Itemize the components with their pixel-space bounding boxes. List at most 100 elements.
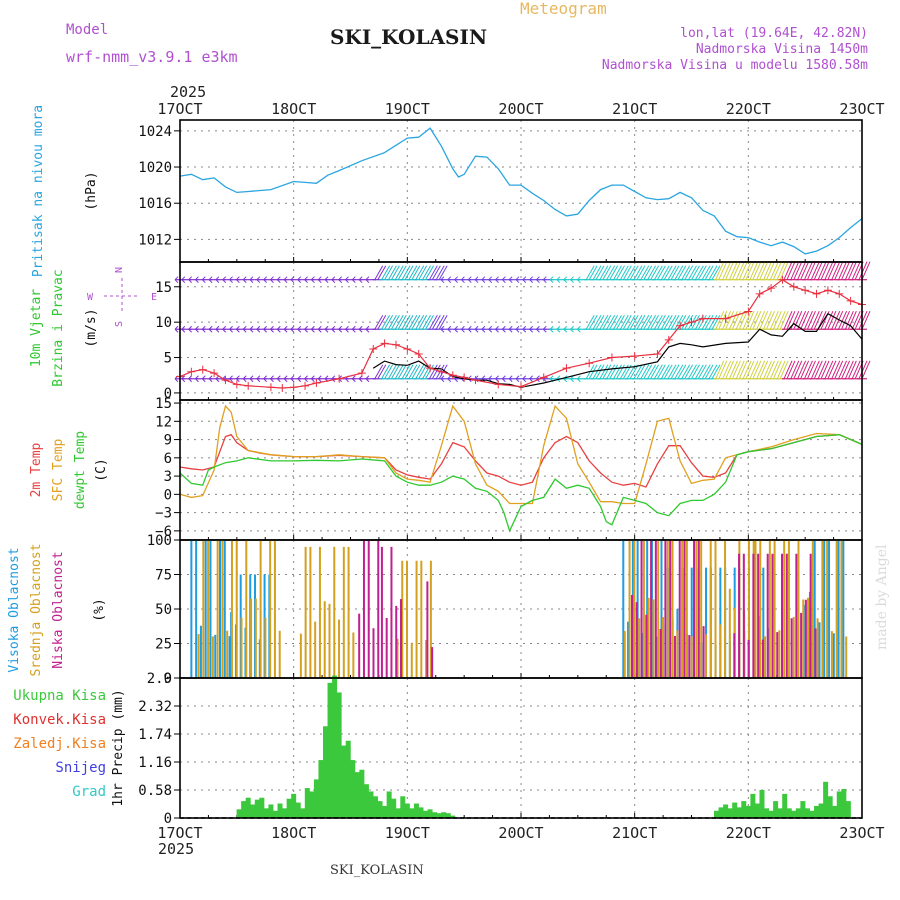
wind-barb-flag [725,360,735,379]
wind-barb-flag [766,261,775,280]
wind-barb-flag [813,261,823,280]
wind-barb-head [242,378,247,383]
wind-barb-head [290,328,295,333]
wind-barb-flag [681,265,691,280]
wind-barb-head [536,276,540,281]
wind-barb-flag [629,265,639,280]
wind-barb-head [365,375,370,380]
wind-barb-flag [384,265,394,280]
wind-barb-head [290,279,295,284]
wind-barb-flag [401,265,411,280]
wind-barb-flag [841,311,850,330]
wind-barb-head [249,276,254,281]
wind-barb-head [311,276,315,281]
wind-barb-head [276,325,281,330]
pressure-title: Pritisak na nivou mora [31,105,46,277]
wind-barb-flag [640,265,650,280]
wind-barb-flag [411,314,421,330]
wind-barb-flag [404,364,414,380]
wind-barb-head [304,328,308,333]
wind-barb-head [181,325,186,330]
wind-barb-head [174,279,179,284]
y-tick-label: 0.58 [138,783,172,799]
x-tick-top-22OCT: 22OCT [726,100,771,118]
wind-barb-flag [718,360,728,379]
wind-barb-head [195,378,199,383]
wind-barb-flag [817,261,827,280]
wind-barb-head [195,276,199,281]
wind-barb-head [338,276,343,281]
wind-barb-flag [783,261,793,280]
precip-legend-4: Grad [72,784,106,800]
wind-barb-flag [745,311,755,330]
wind-barb-head [454,328,458,333]
watermark: made by Angel [874,544,890,650]
wind-barb-head [515,375,520,380]
wind-barb-flag [704,364,714,380]
y-tick-label: 1.16 [138,755,172,771]
wind-barb-flag [684,265,694,280]
precip-bar [832,805,838,818]
wind-barb-flag [772,261,782,280]
wind-barb-flag [766,360,775,379]
wind-barb-head [174,328,179,333]
wind-gust-marker [369,345,378,354]
wind-barb-head [236,378,240,383]
wind-barb-flag [790,360,800,379]
wind-barb-head [311,328,315,333]
wind-barb-head [256,276,261,281]
wind-barb-flag [776,261,786,280]
x-tick-top-18OCT: 18OCT [271,100,316,118]
wind-barb-flag [783,360,793,379]
precip-bar [759,790,765,818]
wind-barb-head [351,328,356,333]
wind-barb-flag [595,314,605,330]
wind-barb-flag [387,314,397,330]
precip-bar [236,809,242,818]
wind-barb-head [549,375,554,380]
wind-gust-marker [539,373,548,382]
wind-barb-flag [827,261,837,280]
wind-barb-head [454,378,458,383]
wind-barb-head [181,375,186,380]
wind-barb-flag [851,360,861,379]
wind-barb-head [188,279,192,284]
wind-barb-flag [647,314,657,330]
wind-barb-flag [841,360,850,379]
precip-bar [345,740,351,818]
wind-barb-flag [674,314,684,330]
precip-bar [336,692,342,818]
wind-barb-head [297,328,302,333]
x-tick-bottom-17OCT: 17OCT [157,824,202,842]
wind-barb-head [297,378,302,383]
wind-ylabel: (m/s) [84,308,99,347]
y-tick-label: 2.32 [138,699,172,715]
precip-bar [286,798,292,818]
wind-barb-flag [711,314,721,330]
wind-barb-flag [769,311,779,330]
wind-barb-head [256,279,261,284]
wind-barb-head [529,276,533,281]
wind-barb-flag [858,311,868,330]
wind-barb-head [297,375,302,380]
wind-gust-marker [698,314,707,323]
wind-barb-flag [390,314,400,330]
wind-barb-head [338,325,343,330]
wind-barb-flag [640,364,650,380]
precip-bar [409,808,415,818]
wind-barb-flag [858,261,868,280]
wind-barb-flag [697,364,707,380]
wind-barb-flag [602,265,612,280]
wind-barb-flag [599,265,609,280]
wind-barb-head [290,325,295,330]
wind-barb-head [461,279,465,284]
wind-barb-head [317,279,322,284]
wind-barb-flag [397,314,407,330]
temp-label-2m: 2m Temp [29,442,44,497]
wind-barb-flag [677,364,687,380]
y-tick-label: 6 [164,451,172,467]
wind-barb-flag [585,314,595,330]
precip-bar [350,760,356,818]
wind-barb-head [188,276,192,281]
y-tick-label: 100 [147,533,172,549]
